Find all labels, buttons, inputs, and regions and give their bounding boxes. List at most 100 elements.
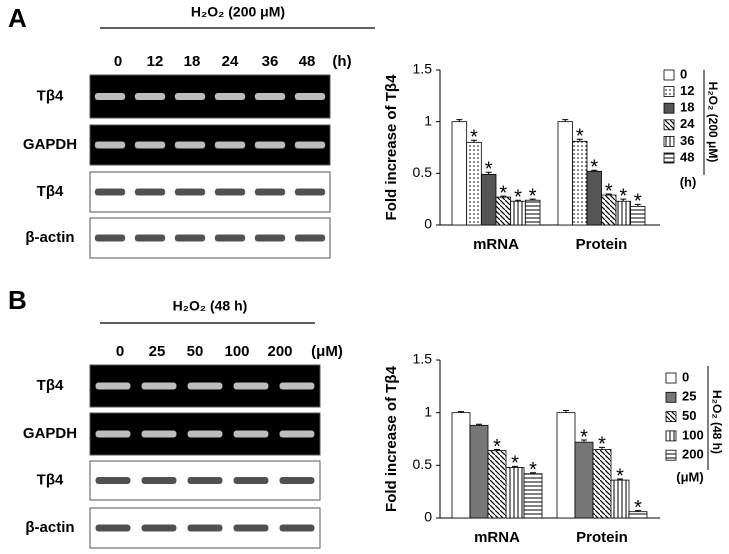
blot-band [174,234,206,242]
legend-label: 0 [682,369,689,384]
row-label: GAPDH [23,136,77,153]
bar [480,173,497,226]
blot-band [294,93,326,100]
x-tick-label: Protein [576,236,628,253]
blot-band [214,93,246,100]
panel-letter: A [8,3,27,33]
legend-swatch [665,372,677,384]
blot-band [94,93,126,100]
blot-band [294,141,326,149]
blot-band [233,524,269,532]
significance-mark: * [529,459,537,481]
legend-swatch [663,102,675,114]
lane-label: 0 [116,343,124,360]
error-bar [529,198,536,201]
significance-mark: * [493,436,501,458]
lane-unit: (μM) [311,343,343,360]
lane-label: 24 [222,53,239,70]
legend-swatch [665,449,677,461]
legend-label: 24 [680,116,695,131]
blot-band [254,234,286,242]
legend-swatch [663,86,675,97]
row-label: Tβ4 [37,87,64,104]
panel-letter: B [8,285,27,315]
blot-band [141,382,177,390]
error-bar [634,203,641,207]
blot-band [141,477,177,484]
lane-label: 25 [149,343,166,360]
legend-label: 200 [682,447,704,462]
error-bar [562,119,569,122]
y-tick-label: 0 [424,216,432,232]
legend-title: H₂O₂ (200 μM) [706,82,720,163]
significance-mark: * [598,434,606,456]
blot-band [214,141,246,149]
bar [451,412,471,519]
blot-header: H₂O₂ (200 μM) [191,4,285,20]
error-bar [458,411,464,413]
legend-label: 100 [682,427,704,442]
blot-band [279,382,315,390]
bar [574,441,594,519]
legend-label: 0 [680,66,687,81]
blot-band [95,382,131,390]
significance-mark: * [605,180,613,202]
blot-band [174,188,206,196]
blot-band [233,477,269,484]
significance-mark: * [590,157,598,179]
error-bar [605,193,612,196]
legend-swatch [665,411,677,423]
y-axis-label: Fold increase of Tβ4 [383,74,400,221]
blot-band [187,477,223,484]
significance-mark: * [514,186,522,208]
row-label: β-actin [25,519,74,536]
row-label: β-actin [25,229,74,246]
lane-label: 0 [114,53,122,70]
blot-band [214,234,246,242]
error-bar [456,119,463,122]
blot-band [141,524,177,532]
blot-band [174,141,206,149]
bar [557,121,573,226]
legend-label: 12 [680,83,694,98]
significance-mark: * [470,127,478,149]
lane-label: 100 [224,343,249,360]
error-bar [617,478,623,481]
x-tick-label: Protein [576,529,628,546]
legend-swatch [665,430,677,442]
significance-mark: * [580,426,588,448]
error-bar [635,510,641,512]
blot-band [279,524,315,532]
error-bar [471,139,477,143]
error-bar [530,472,536,474]
y-tick-label: 0.5 [413,164,433,180]
legend-label: 25 [682,389,696,404]
error-bar [599,446,605,450]
blot-frame [89,124,331,166]
blot-header: H₂O₂ (48 h) [173,298,248,314]
row-label: Tβ4 [37,471,64,488]
y-tick-label: 1 [424,112,432,128]
blot-band [294,234,326,242]
blot-band [294,188,326,196]
row-label: Tβ4 [37,183,64,200]
y-tick-label: 0 [424,509,432,525]
blot-band [254,141,286,149]
lane-unit: (h) [332,53,351,70]
blot-band [95,524,131,532]
bar [466,141,482,226]
blot-band [214,188,246,196]
blot-frame [89,217,331,259]
legend-label: 18 [680,100,694,115]
significance-mark: * [616,465,624,487]
error-bar [620,198,627,202]
legend-swatch [663,69,675,81]
legend-label: 48 [680,149,694,164]
y-tick-label: 1.5 [413,61,433,77]
legend-unit: (h) [680,174,697,189]
error-bar [591,169,598,172]
blot-band [254,188,286,196]
bar [505,467,525,519]
blot-band [134,141,166,149]
